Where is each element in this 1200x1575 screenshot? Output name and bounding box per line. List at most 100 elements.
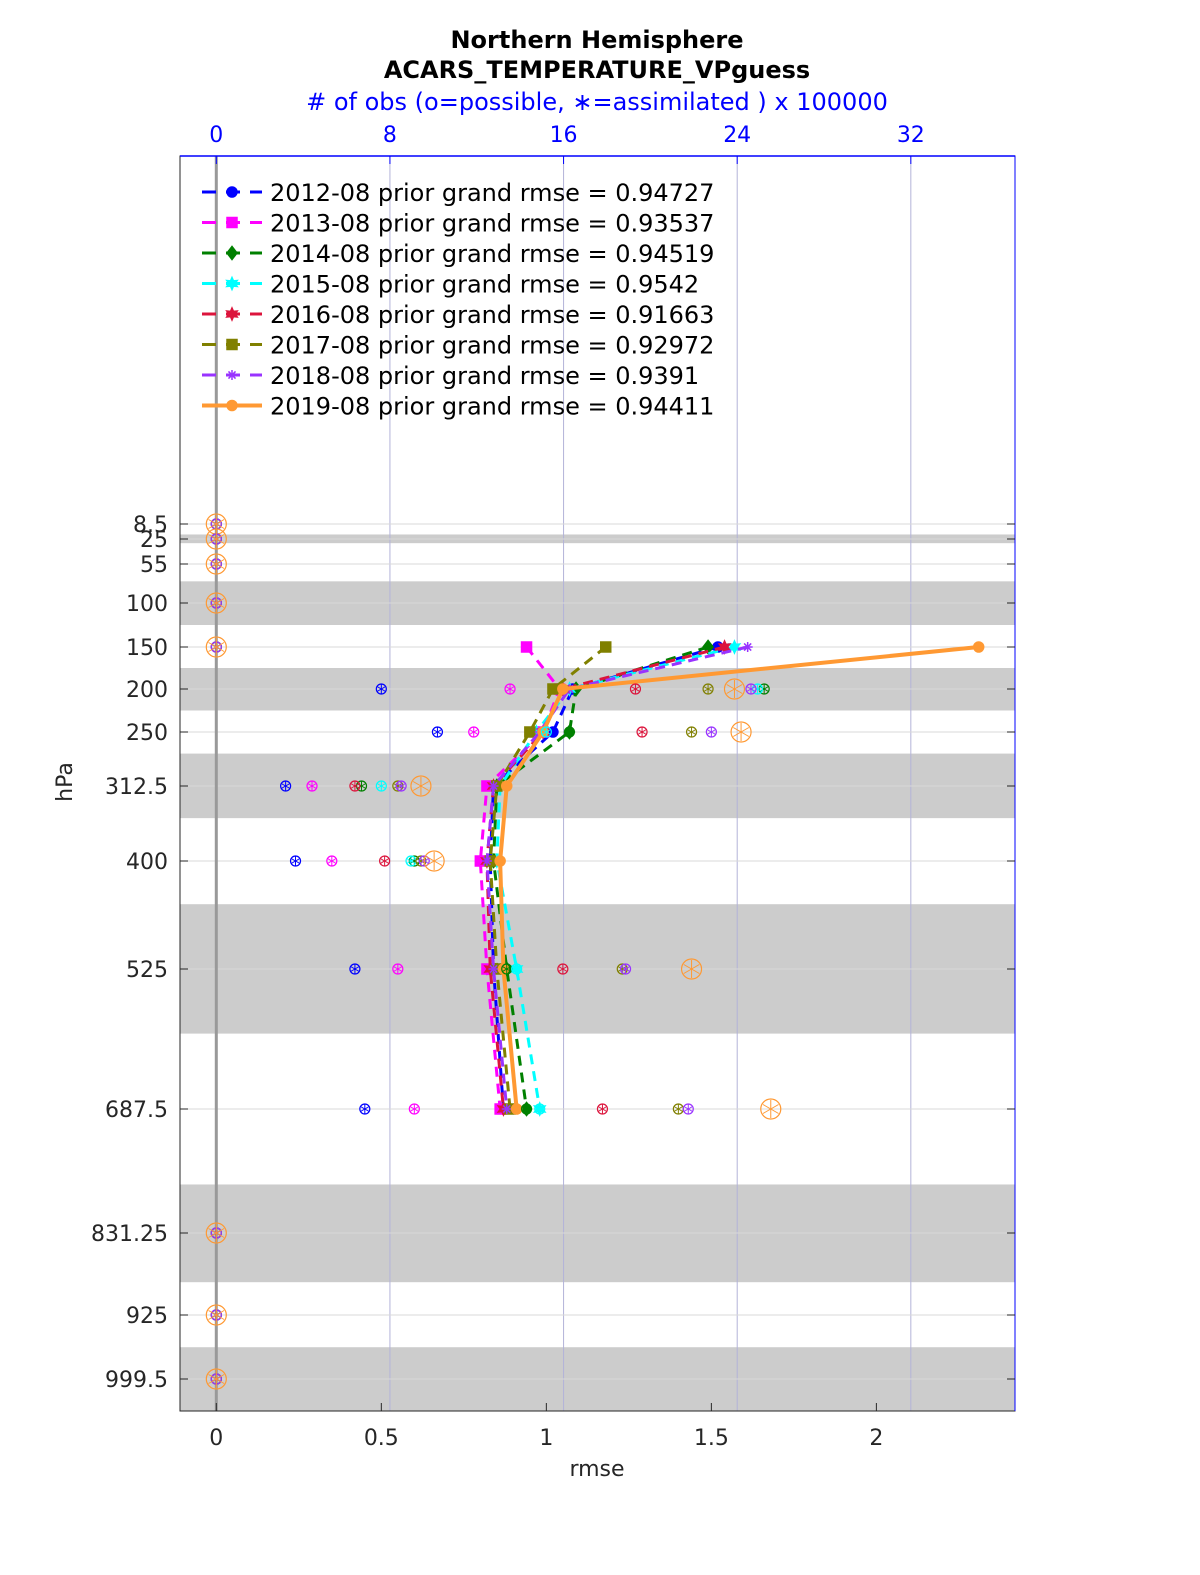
legend: 2012-08 prior grand rmse = 0.94727 2013-0… [202, 179, 714, 421]
y-tick-label: 150 [126, 636, 168, 661]
obs-possible-marker [557, 963, 569, 975]
obs-possible-marker [375, 780, 387, 792]
obs-assimilated-marker [208, 1374, 225, 1384]
series-line [485, 645, 725, 1110]
obs-possible-marker [431, 726, 444, 738]
obs-assimilated-marker [396, 783, 406, 789]
series-2 [487, 639, 715, 1117]
obs-possible-marker [205, 553, 227, 575]
top-tick-label: 8 [383, 123, 397, 148]
obs-assimilated-marker [683, 964, 700, 974]
y-tick-label: 312.5 [105, 775, 168, 800]
series-line [495, 645, 735, 1110]
legend-entry: 2019-08 prior grand rmse = 0.94411 [202, 393, 714, 421]
obs-assimilated-marker [208, 642, 225, 652]
obs-assimilated-marker [281, 783, 290, 789]
top-tick-label: 0 [209, 123, 223, 148]
x-tick-label: 0 [209, 1426, 223, 1451]
y-tick-label: 8.5 [133, 513, 168, 538]
series-marker [600, 641, 612, 653]
series-4 [480, 639, 732, 1117]
obs-assimilated-marker [522, 1106, 531, 1112]
obs-assimilated-marker [618, 966, 627, 972]
series-marker [524, 726, 536, 738]
series-marker [225, 306, 239, 322]
obs-possible-marker [359, 1103, 371, 1115]
legend-label: 2017-08 prior grand rmse = 0.92972 [270, 332, 714, 360]
y-tick-label: 525 [126, 958, 168, 983]
obs-assimilated-marker [208, 559, 225, 569]
obs-possible-marker [751, 683, 764, 695]
series-marker [494, 855, 506, 867]
obs-assimilated-marker [762, 1104, 779, 1114]
obs-markers [205, 513, 782, 1390]
obs-possible-marker [540, 726, 552, 738]
obs-possible-marker [205, 636, 227, 658]
obs-assimilated-marker [208, 519, 225, 529]
obs-assimilated-marker [469, 729, 478, 735]
legend-entry: 2014-08 prior grand rmse = 0.94519 [202, 240, 714, 268]
y-tick-label: 250 [126, 721, 168, 746]
obs-possible-marker [702, 683, 714, 695]
top-tick-label: 24 [723, 123, 751, 148]
top-tick-label: 16 [550, 123, 578, 148]
series-marker [557, 683, 569, 695]
obs-possible-marker [682, 1103, 694, 1115]
legend-label: 2018-08 prior grand rmse = 0.9391 [270, 362, 699, 390]
obs-possible-marker [280, 780, 292, 792]
y-tick-label: 400 [126, 850, 168, 875]
x-axis-label: rmse [569, 1457, 624, 1482]
obs-possible-marker [619, 963, 632, 975]
obs-possible-marker [205, 1222, 227, 1244]
obs-possible-marker [379, 855, 391, 867]
obs-assimilated-marker [684, 1106, 693, 1112]
obs-possible-marker [415, 855, 427, 867]
obs-assimilated-marker [707, 729, 716, 735]
obs-possible-marker [392, 963, 404, 975]
obs-possible-marker [596, 1103, 609, 1115]
series-marker [520, 641, 533, 653]
obs-possible-marker [520, 1103, 533, 1115]
obs-possible-marker [730, 721, 752, 743]
series-marker [502, 1104, 511, 1114]
x-tick-label: 2 [869, 1426, 883, 1451]
series-marker [225, 275, 239, 292]
obs-assimilated-marker [674, 1106, 683, 1112]
obs-assimilated-marker [412, 781, 429, 791]
series-marker [489, 781, 498, 791]
obs-possible-marker [680, 958, 703, 980]
y-tick-label: 687.5 [105, 1098, 168, 1123]
shaded-bands [180, 534, 1015, 1411]
obs-possible-marker [563, 726, 576, 738]
series-marker [226, 399, 238, 412]
obs-possible-marker [205, 528, 227, 550]
obs-possible-marker [723, 678, 746, 700]
obs-assimilated-marker [291, 858, 300, 864]
obs-assimilated-marker [637, 729, 647, 735]
obs-assimilated-marker [753, 686, 762, 692]
obs-possible-marker [418, 855, 430, 867]
series-line [492, 645, 709, 1110]
obs-possible-marker [760, 1098, 782, 1120]
obs-assimilated-marker [327, 858, 336, 864]
obs-assimilated-marker [433, 729, 442, 735]
series-0 [484, 641, 724, 1115]
series-7 [494, 641, 985, 1115]
obs-possible-marker [205, 1304, 227, 1326]
top-tick-label: 32 [897, 123, 925, 148]
series-marker [743, 642, 752, 652]
legend-entry: 2013-08 prior grand rmse = 0.93537 [202, 210, 714, 238]
x-tick-label: 1 [539, 1426, 553, 1451]
obs-assimilated-marker [360, 1106, 369, 1112]
y-tick-label: 925 [126, 1304, 168, 1329]
obs-possible-marker [758, 683, 770, 695]
obs-assimilated-marker [542, 729, 551, 735]
chart-title: Northern Hemisphere [450, 26, 743, 54]
obs-assimilated-marker [410, 1106, 419, 1112]
series-marker [510, 1103, 523, 1115]
obs-possible-marker [326, 855, 338, 867]
obs-assimilated-marker [357, 783, 366, 789]
obs-assimilated-marker [760, 686, 769, 692]
